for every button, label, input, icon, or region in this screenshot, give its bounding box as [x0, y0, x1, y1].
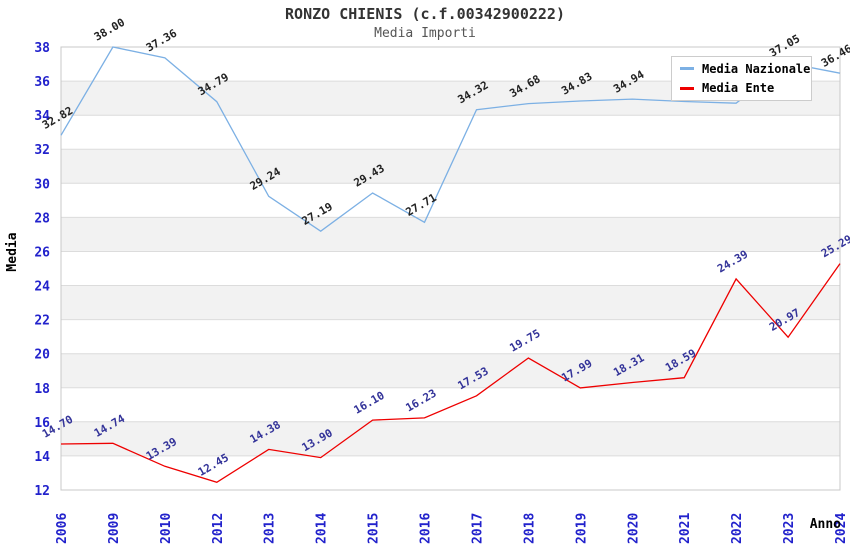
series-line-media-ente	[60, 263, 841, 484]
y-tick-label: 22	[34, 314, 50, 329]
plot-border	[60, 46, 841, 491]
y-tick-label: 14	[34, 450, 50, 465]
x-tick-label: 2020	[626, 513, 641, 544]
x-tick-label: 2012	[211, 513, 226, 544]
point-label: 16.23	[404, 387, 439, 415]
legend: Media Nazionale Media Ente	[671, 56, 812, 101]
plot-band	[61, 285, 840, 320]
x-tick-label: 2009	[107, 513, 122, 544]
series-line-media-nazionale	[60, 46, 841, 232]
point-label: 36.46	[819, 42, 850, 70]
legend-line-swatch-icon	[680, 67, 694, 71]
plot-band	[61, 217, 840, 252]
x-tick-label: 2019	[574, 513, 589, 544]
y-tick-label: 18	[34, 382, 50, 397]
y-tick-label: 12	[34, 484, 50, 499]
x-tick-label: 2022	[730, 513, 745, 544]
x-tick-label: 2017	[471, 513, 486, 544]
y-tick-label: 16	[34, 416, 50, 431]
x-tick-label: 2015	[367, 513, 382, 544]
x-tick-label: 2021	[678, 513, 693, 544]
point-label: 27.71	[404, 191, 440, 219]
y-axis-title: Media	[5, 232, 20, 271]
x-tick-label: 2014	[315, 513, 330, 544]
y-tick-label: 24	[34, 280, 50, 295]
y-tick-label: 34	[34, 109, 50, 124]
y-tick-label: 20	[34, 348, 50, 363]
point-label: 19.75	[507, 327, 542, 355]
x-tick-label: 2023	[782, 513, 797, 544]
point-label: 37.36	[144, 26, 180, 54]
y-tick-label: 26	[34, 246, 50, 261]
legend-item-media-ente: Media Ente	[680, 81, 811, 95]
x-tick-label: 2010	[159, 513, 174, 544]
y-tick-label: 28	[34, 211, 50, 226]
y-tick-label: 30	[34, 177, 50, 192]
x-tick-label: 2018	[522, 513, 537, 544]
chart-title: RONZO CHIENIS (c.f.00342900222)	[285, 5, 565, 23]
legend-label: Media Ente	[702, 81, 775, 96]
legend-line-swatch-icon	[680, 86, 694, 90]
legend-item-media-nazionale: Media Nazionale	[680, 62, 811, 76]
chart-subtitle: Media Importi	[374, 26, 476, 41]
y-tick-label: 32	[34, 143, 50, 158]
x-axis-title: Anno	[810, 517, 841, 532]
plot-band	[61, 353, 840, 388]
x-tick-label: 2013	[263, 513, 278, 544]
y-tick-label: 36	[34, 75, 50, 90]
point-label: 38.00	[92, 16, 127, 44]
x-tick-label: 2006	[55, 513, 70, 544]
point-label: 16.10	[352, 389, 387, 417]
legend-label: Media Nazionale	[702, 61, 811, 76]
x-tick-label: 2016	[419, 513, 434, 544]
plot-band	[61, 421, 840, 456]
y-tick-label: 38	[34, 41, 50, 56]
x-tick-label: 2024	[834, 513, 849, 544]
